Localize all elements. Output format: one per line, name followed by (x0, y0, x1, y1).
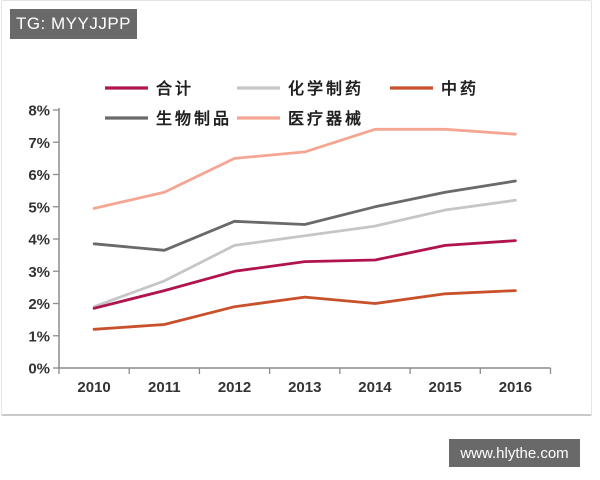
series-line-medical-devices (92, 127, 517, 210)
y-axis-label: 1% (28, 328, 50, 345)
x-axis-label: 2014 (358, 379, 392, 396)
source-tag-label: TG: MYYJJPP (15, 14, 132, 33)
x-axis-label: 2012 (218, 379, 251, 396)
legend-label-total: 合计 (156, 79, 194, 98)
legend-label-chem-pharma: 化学制药 (288, 79, 364, 98)
x-axis-label: 2016 (499, 379, 532, 396)
legend-item-total: 合计 (105, 79, 194, 98)
x-axis-label: 2011 (148, 379, 181, 396)
x-axis-label: 2013 (288, 379, 321, 396)
source-tag-badge: TG: MYYJJPP (10, 9, 137, 39)
legend-item-tcm: 中药 (390, 79, 479, 98)
series-line-tcm (92, 289, 517, 331)
series-line-chem-pharma (92, 198, 517, 309)
y-axis-label: 2% (28, 296, 50, 313)
series-line-total (92, 239, 517, 310)
watermark-label: www.hlythe.com (460, 444, 569, 462)
y-axis-label: 4% (28, 232, 50, 249)
legend-label-biologics: 生物制品 (156, 109, 232, 128)
y-axis-label: 3% (28, 264, 50, 281)
legend-item-medical-devices: 医疗器械 (237, 109, 364, 128)
legend-item-biologics: 生物制品 (105, 109, 232, 128)
x-axis-label: 2010 (77, 379, 110, 396)
watermark-badge: www.hlythe.com (449, 439, 580, 467)
legend-item-chem-pharma: 化学制药 (237, 79, 364, 98)
y-axis-label: 7% (28, 135, 50, 152)
legend-label-tcm: 中药 (441, 79, 479, 98)
x-axis-label: 2015 (428, 379, 461, 396)
y-axis-label: 8% (28, 103, 50, 120)
y-axis-label: 5% (28, 199, 50, 216)
y-axis-label: 0% (28, 361, 50, 378)
line-chart: 8% 7% 6% 5% 4% 3% 2% 1% 0% 2010 2011 2012 2013 2014 20… (28, 79, 552, 396)
series-line-biologics (92, 179, 517, 252)
legend-label-medical-devices: 医疗器械 (288, 109, 364, 128)
y-axis-label: 6% (28, 167, 50, 184)
